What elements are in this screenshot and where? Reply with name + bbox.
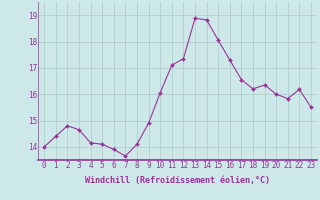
X-axis label: Windchill (Refroidissement éolien,°C): Windchill (Refroidissement éolien,°C): [85, 176, 270, 185]
